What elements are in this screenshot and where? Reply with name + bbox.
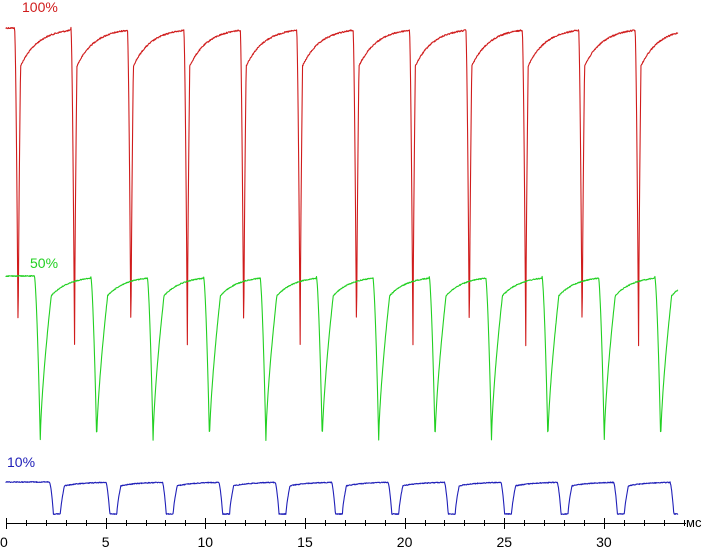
x-tick-label: 0 [0, 534, 8, 549]
series-line-10pct [5, 481, 679, 515]
x-tick-label: 10 [198, 534, 214, 549]
series-labels-group: 100% 50% 10% [7, 0, 58, 470]
x-tick-label: 20 [397, 534, 413, 549]
x-tick-label: 30 [596, 534, 612, 549]
x-tick-label: 25 [496, 534, 512, 549]
series-line-100pct [5, 26, 679, 347]
x-axis: 0 5 10 15 20 25 30 мс [0, 515, 702, 549]
x-tick-label: 15 [297, 534, 313, 549]
x-axis-unit-label: мс [686, 515, 702, 530]
series-line-50pct [5, 274, 679, 442]
series-label-100pct: 100% [22, 0, 58, 15]
x-tick-label: 5 [102, 534, 110, 549]
traces-group [5, 26, 679, 515]
series-label-50pct: 50% [30, 255, 58, 271]
series-label-10pct: 10% [7, 454, 35, 470]
